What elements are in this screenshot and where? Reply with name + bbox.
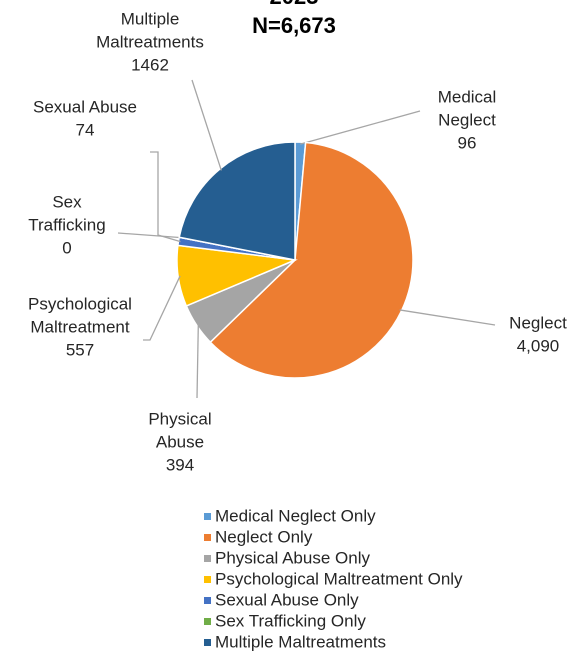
slice-label: Maltreatment: [30, 317, 129, 336]
legend-swatch: [204, 534, 211, 541]
legend-swatch: [204, 513, 211, 520]
legend-label: Neglect Only: [215, 527, 313, 546]
data-label: 4,090: [517, 336, 560, 355]
slice-label: Sexual Abuse: [33, 97, 137, 116]
leader-line: [399, 309, 496, 326]
legend-swatch: [204, 639, 211, 646]
slice-label: Maltreatments: [96, 32, 204, 51]
slice-label: Abuse: [156, 432, 204, 451]
data-label: 1462: [131, 55, 169, 74]
legend-swatch: [204, 555, 211, 562]
legend-label: Psychological Maltreatment Only: [215, 569, 463, 588]
data-label: 96: [458, 133, 477, 152]
legend-label: Physical Abuse Only: [215, 548, 370, 567]
legend-swatch: [204, 576, 211, 583]
leader-line: [191, 79, 222, 171]
leader-line: [196, 324, 199, 399]
pie-slice: [178, 141, 296, 261]
slice-label: Trafficking: [28, 215, 105, 234]
legend-swatch: [204, 597, 211, 604]
slice-label: Medical: [438, 87, 497, 106]
chart-subtitle: N=6,673: [252, 13, 336, 38]
slice-label: Multiple: [121, 9, 180, 28]
leader-line: [150, 151, 181, 243]
legend-swatch: [204, 618, 211, 625]
data-label: 394: [166, 455, 194, 474]
leader-line: [143, 275, 181, 341]
slice-label: Neglect: [509, 313, 567, 332]
slice-label: Neglect: [438, 110, 496, 129]
leader-line: [300, 110, 421, 145]
slice-label: Sex: [52, 192, 82, 211]
legend-label: Sex Trafficking Only: [215, 611, 366, 630]
legend-label: Medical Neglect Only: [215, 506, 376, 525]
chart-title: 2023: [270, 0, 319, 9]
slice-label: Physical: [148, 409, 211, 428]
data-label: 0: [62, 238, 71, 257]
leader-line: [117, 232, 182, 239]
slice-label: Psychological: [28, 294, 132, 313]
legend-label: Sexual Abuse Only: [215, 590, 359, 609]
legend-label: Multiple Maltreatments: [215, 632, 386, 651]
data-label: 557: [66, 340, 94, 359]
data-label: 74: [76, 120, 95, 139]
